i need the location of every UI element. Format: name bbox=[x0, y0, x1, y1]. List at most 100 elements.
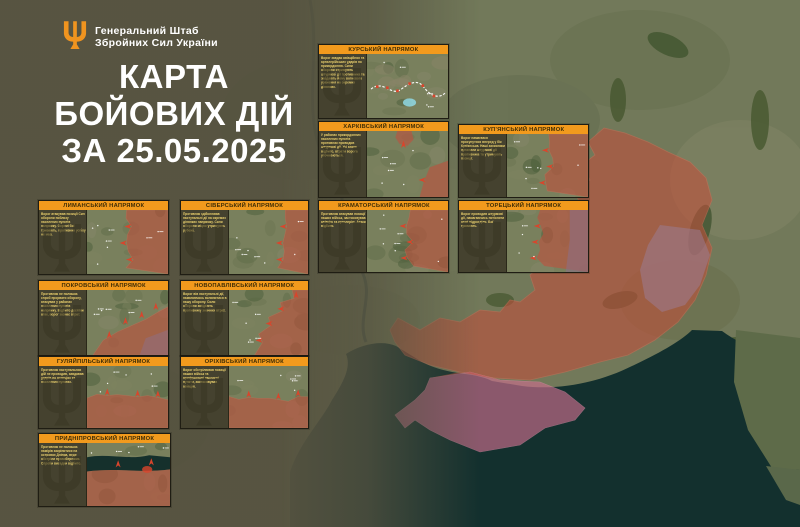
panel-text-column: Противник не полишає намірів закріпитися… bbox=[39, 443, 87, 506]
panel-map-column bbox=[87, 210, 168, 274]
panel-text-column: У районах прикордонних населених пунктів… bbox=[319, 131, 367, 197]
panel-title: КУП'ЯНСЬКИЙ НАПРЯМОК bbox=[483, 126, 564, 133]
panel-huliaipole: ГУЛЯЙПІЛЬСЬКИЙ НАПРЯМОК Противник наступ… bbox=[38, 356, 169, 429]
trident-watermark-icon bbox=[184, 305, 224, 353]
trident-icon bbox=[63, 21, 87, 49]
mini-map-prydniprovskyi bbox=[87, 443, 170, 506]
panel-header: ПРИДНІПРОВСЬКИЙ НАПРЯМОК bbox=[39, 434, 170, 443]
trident-watermark-icon bbox=[322, 147, 362, 195]
panel-header: ХАРКІВСЬКИЙ НАПРЯМОК bbox=[319, 122, 448, 131]
panel-text-column: Ворог намагався просунутися вперед у бік… bbox=[459, 134, 507, 197]
panel-map-column bbox=[367, 131, 448, 197]
panel-novopavlivsk: НОВОПАВЛІВСЬКИЙ НАПРЯМОК Ворог вів насту… bbox=[180, 280, 309, 356]
org-name: Генеральний Штаб Збройних Сил України bbox=[95, 25, 218, 50]
trident-watermark-icon bbox=[184, 378, 224, 426]
panel-text-column: Ворог обстрілював позиції наших військ т… bbox=[181, 366, 229, 428]
panel-body: У районах прикордонних населених пунктів… bbox=[319, 131, 448, 197]
panel-body: Противник не полишає спроб прорвати обор… bbox=[39, 290, 168, 355]
title-line3: ЗА 25.05.2025 bbox=[61, 132, 287, 169]
panel-prydniprovskyi: ПРИДНІПРОВСЬКИЙ НАПРЯМОК Противник не по… bbox=[38, 433, 171, 507]
trident-watermark-icon bbox=[462, 147, 502, 195]
trident-watermark-icon bbox=[42, 456, 82, 504]
panel-body: Противник здійснював наступальні дії на … bbox=[181, 210, 308, 274]
panel-body: Ворог намагався просунутися вперед у бік… bbox=[459, 134, 588, 197]
panel-lyman: ЛИМАНСЬКИЙ НАПРЯМОК Ворог атакував позиц… bbox=[38, 200, 169, 275]
panel-text-column: Противник здійснював наступальні дії на … bbox=[181, 210, 229, 274]
panel-header: ЛИМАНСЬКИЙ НАПРЯМОК bbox=[39, 201, 168, 210]
panel-text-column: Противник атакував позиції наших військ,… bbox=[319, 210, 367, 272]
panel-siversk: СІВЕРСЬКИЙ НАПРЯМОК Противник здійснював… bbox=[180, 200, 309, 275]
panel-pokrovsk: ПОКРОВСЬКИЙ НАПРЯМОК Противник не полиша… bbox=[38, 280, 169, 356]
panel-body: Противник наступальних дій не проводив, … bbox=[39, 366, 168, 428]
panel-title: ПРИДНІПРОВСЬКИЙ НАПРЯМОК bbox=[54, 435, 155, 442]
panel-map-column bbox=[87, 366, 168, 428]
panel-title: ГУЛЯЙПІЛЬСЬКИЙ НАПРЯМОК bbox=[56, 358, 151, 365]
mini-map-toretsk bbox=[507, 210, 588, 272]
panel-title: ХАРКІВСЬКИЙ НАПРЯМОК bbox=[343, 123, 424, 130]
panel-title: СІВЕРСЬКИЙ НАПРЯМОК bbox=[205, 202, 284, 209]
panel-title: КУРСЬКИЙ НАПРЯМОК bbox=[348, 46, 419, 53]
panel-body: Ворог завдає авіаційних та артилерійськи… bbox=[319, 54, 448, 118]
mini-map-novopavlivsk bbox=[229, 290, 308, 355]
trident-watermark-icon bbox=[42, 305, 82, 353]
panel-text-column: Ворог проводив штурмові дії, намагаючись… bbox=[459, 210, 507, 272]
mini-map-huliaipole bbox=[87, 366, 168, 428]
org-name-line1: Генеральний Штаб bbox=[95, 24, 199, 37]
panel-header: КРАМАТОРСЬКИЙ НАПРЯМОК bbox=[319, 201, 448, 210]
panel-title: ТОРЕЦЬКИЙ НАПРЯМОК bbox=[486, 202, 561, 209]
panel-text-column: Ворог атакував позиції Сил оборони побли… bbox=[39, 210, 87, 274]
trident-watermark-icon bbox=[462, 222, 502, 270]
mini-map-kharkiv bbox=[367, 131, 448, 197]
panel-title: ОРІХІВСЬКИЙ НАПРЯМОК bbox=[204, 358, 285, 365]
panel-map-column bbox=[87, 290, 168, 355]
trident-watermark-icon bbox=[322, 222, 362, 270]
trident-watermark-icon bbox=[322, 68, 362, 116]
panel-header: ПОКРОВСЬКИЙ НАПРЯМОК bbox=[39, 281, 168, 290]
panel-map-column bbox=[367, 210, 448, 272]
panel-body: Ворог атакував позиції Сил оборони побли… bbox=[39, 210, 168, 274]
mini-map-kupiansk bbox=[507, 134, 588, 197]
panel-map-column bbox=[229, 290, 308, 355]
title-line2: БОЙОВИХ ДІЙ bbox=[54, 95, 294, 132]
page-title: КАРТА БОЙОВИХ ДІЙ ЗА 25.05.2025 bbox=[28, 58, 320, 169]
mini-map-siversk bbox=[229, 210, 308, 274]
panel-map-column bbox=[87, 443, 170, 506]
trident-watermark-icon bbox=[42, 378, 82, 426]
panel-kupiansk: КУП'ЯНСЬКИЙ НАПРЯМОК Ворог намагався про… bbox=[458, 124, 589, 198]
panel-map-column bbox=[229, 366, 308, 428]
panel-text-column: Ворог завдає авіаційних та артилерійськи… bbox=[319, 54, 367, 118]
title-line1: КАРТА bbox=[119, 58, 229, 95]
panel-map-column bbox=[507, 134, 588, 197]
panel-text-column: Противник не полишає спроб прорвати обор… bbox=[39, 290, 87, 355]
mini-map-orikhiv bbox=[229, 366, 308, 428]
mini-map-kramatorsk bbox=[367, 210, 448, 272]
panel-kursk: КУРСЬКИЙ НАПРЯМОК Ворог завдає авіаційни… bbox=[318, 44, 449, 119]
panel-header: КУРСЬКИЙ НАПРЯМОК bbox=[319, 45, 448, 54]
mini-map-lyman bbox=[87, 210, 168, 274]
mini-map-pokrovsk bbox=[87, 290, 168, 355]
trident-watermark-icon bbox=[42, 224, 82, 272]
panel-title: КРАМАТОРСЬКИЙ НАПРЯМОК bbox=[337, 202, 430, 209]
panel-toretsk: ТОРЕЦЬКИЙ НАПРЯМОК Ворог проводив штурмо… bbox=[458, 200, 589, 273]
mini-map-kursk bbox=[367, 54, 448, 118]
panel-title: ЛИМАНСЬКИЙ НАПРЯМОК bbox=[63, 202, 144, 209]
panel-body: Противник атакував позиції наших військ,… bbox=[319, 210, 448, 272]
panel-kharkiv: ХАРКІВСЬКИЙ НАПРЯМОК У районах прикордон… bbox=[318, 121, 449, 198]
org-name-line2: Збройних Сил України bbox=[95, 37, 218, 49]
panel-kramatorsk: КРАМАТОРСЬКИЙ НАПРЯМОК Противник атакува… bbox=[318, 200, 449, 273]
trident-watermark-icon bbox=[184, 224, 224, 272]
panel-map-column bbox=[507, 210, 588, 272]
panel-body: Ворог проводив штурмові дії, намагаючись… bbox=[459, 210, 588, 272]
panel-header: КУП'ЯНСЬКИЙ НАПРЯМОК bbox=[459, 125, 588, 134]
panel-title: ПОКРОВСЬКИЙ НАПРЯМОК bbox=[61, 282, 146, 289]
panel-text-column: Противник наступальних дій не проводив, … bbox=[39, 366, 87, 428]
panel-header: ОРІХІВСЬКИЙ НАПРЯМОК bbox=[181, 357, 308, 366]
panel-body: Ворог вів наступальні дії, намагаючись в… bbox=[181, 290, 308, 355]
panel-header: СІВЕРСЬКИЙ НАПРЯМОК bbox=[181, 201, 308, 210]
panel-orikhiv: ОРІХІВСЬКИЙ НАПРЯМОК Ворог обстрілював п… bbox=[180, 356, 309, 429]
panel-header: ГУЛЯЙПІЛЬСЬКИЙ НАПРЯМОК bbox=[39, 357, 168, 366]
panel-map-column bbox=[367, 54, 448, 118]
panel-text-column: Ворог вів наступальні дії, намагаючись в… bbox=[181, 290, 229, 355]
panel-body: Противник не полишає намірів закріпитися… bbox=[39, 443, 170, 506]
